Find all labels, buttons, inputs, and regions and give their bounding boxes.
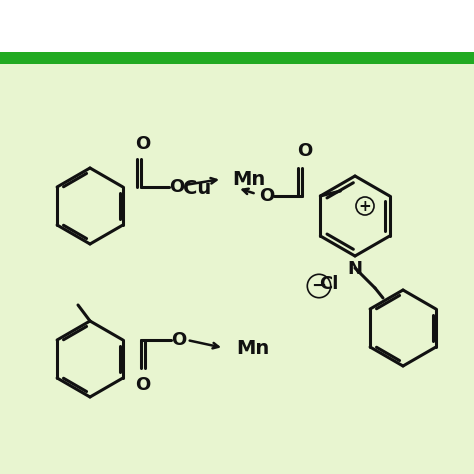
Text: O: O — [135, 135, 151, 153]
Text: O: O — [135, 376, 151, 394]
Text: N: N — [347, 260, 363, 278]
Bar — [0, 0, 474, 54]
Text: O: O — [171, 331, 187, 349]
Text: +: + — [359, 199, 371, 213]
Text: Mn: Mn — [236, 338, 269, 357]
Bar — [0, 62, 474, 474]
Text: Cl: Cl — [319, 275, 339, 293]
Text: O: O — [169, 178, 184, 196]
Bar — [0, 52, 474, 64]
Text: O: O — [259, 187, 274, 205]
Text: Mn: Mn — [232, 170, 265, 189]
Text: Cu: Cu — [183, 179, 211, 198]
Text: −: − — [311, 277, 327, 295]
Text: O: O — [297, 142, 312, 160]
